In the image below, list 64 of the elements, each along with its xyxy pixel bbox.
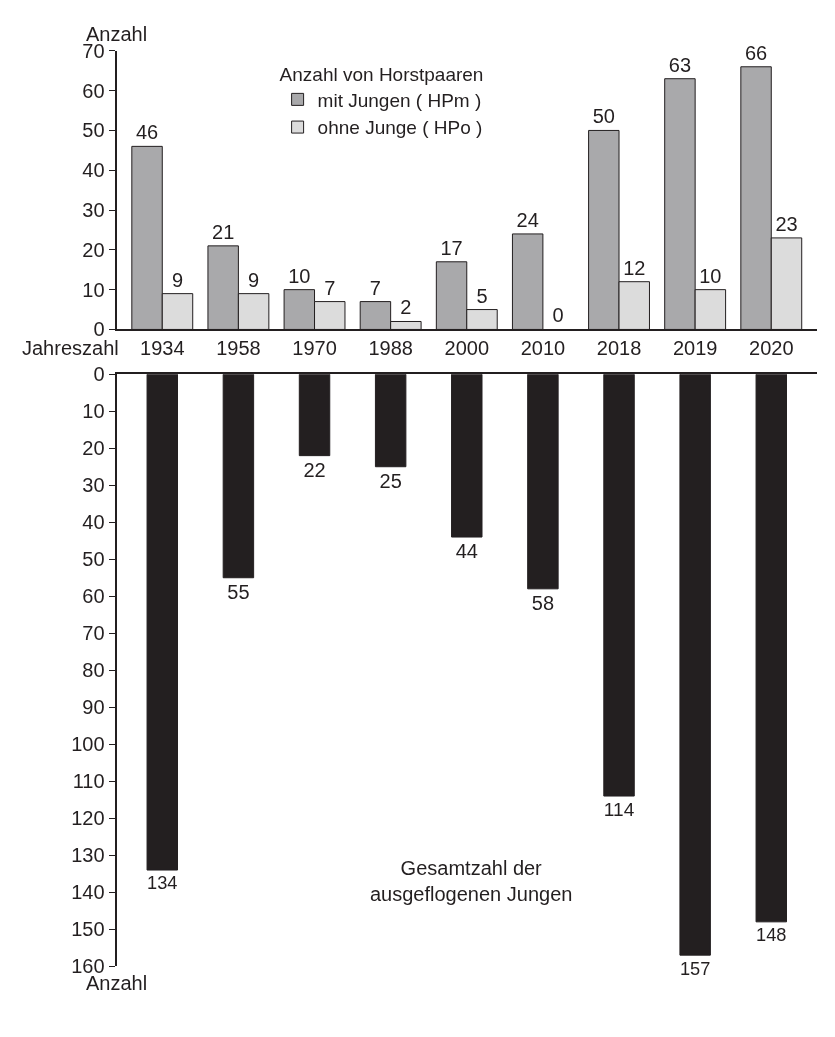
data-label: 0 xyxy=(552,304,564,327)
y-tick-label: 20 xyxy=(82,437,105,460)
legend-title: Anzahl von Horstpaaren xyxy=(279,63,484,85)
data-label: 55 xyxy=(227,580,250,603)
data-label: 24 xyxy=(516,208,539,231)
x-tick-label: 2018 xyxy=(596,337,642,360)
y-tick-label: 30 xyxy=(82,199,105,222)
y-tick-label: 40 xyxy=(82,511,105,534)
data-label: 22 xyxy=(303,458,326,481)
legend-label: mit Jungen ( HPm ) xyxy=(317,89,482,111)
y-tick-label: 60 xyxy=(82,79,105,102)
y-tick-label: 130 xyxy=(71,844,105,867)
data-label: 7 xyxy=(369,276,381,299)
y-tick-label: 150 xyxy=(71,918,105,941)
data-label: 2 xyxy=(400,296,412,319)
y-tick-label: 110 xyxy=(72,770,105,793)
data-label: 5 xyxy=(476,284,488,307)
y-tick-label: 50 xyxy=(82,548,105,571)
data-label: 10 xyxy=(288,264,311,287)
y-tick-label: 100 xyxy=(71,733,105,756)
x-tick-label: 1970 xyxy=(292,337,337,360)
data-label: 66 xyxy=(744,41,768,64)
data-label: 25 xyxy=(379,469,402,492)
y-tick-label: 10 xyxy=(82,400,105,423)
data-label: 148 xyxy=(756,924,787,946)
data-label: 10 xyxy=(699,264,722,287)
y-tick-label: 80 xyxy=(82,659,105,682)
data-label: 21 xyxy=(212,220,235,243)
data-label: 157 xyxy=(679,957,711,979)
data-label: 9 xyxy=(171,268,184,291)
data-label: 58 xyxy=(531,591,555,614)
data-label: 7 xyxy=(324,276,336,299)
data-label: 9 xyxy=(248,268,260,291)
y-tick-label: 30 xyxy=(82,474,105,497)
data-label: 114 xyxy=(603,799,635,821)
y-tick-label: 90 xyxy=(82,696,105,719)
data-label: 17 xyxy=(440,236,463,259)
data-label: 44 xyxy=(455,540,478,563)
y-tick-label: 120 xyxy=(71,807,105,830)
x-tick-label: 2019 xyxy=(672,337,718,360)
data-label: 134 xyxy=(147,872,178,894)
annotation: Gesamtzahl der ausgeflogenen Jungen xyxy=(370,857,573,905)
x-tick-label: 1988 xyxy=(368,337,413,360)
x-tick-label: 2010 xyxy=(520,337,566,360)
y-tick-label: 50 xyxy=(82,119,105,142)
y-tick-label: 20 xyxy=(82,238,105,261)
y-tick-label: 10 xyxy=(82,278,105,301)
data-label: 46 xyxy=(135,121,159,144)
data-label: 12 xyxy=(623,256,646,279)
y-tick-label: 70 xyxy=(82,622,105,645)
x-tick-label: 2000 xyxy=(444,337,490,360)
x-tick-label: 1958 xyxy=(216,337,261,360)
y-tick-label: 0 xyxy=(93,363,105,386)
y-axis-title: Anzahl xyxy=(86,23,148,45)
data-label: 63 xyxy=(668,53,692,76)
data-label: 23 xyxy=(775,212,798,235)
legend-label: ohne Junge ( HPo ) xyxy=(317,117,483,139)
data-label: 50 xyxy=(592,105,615,128)
x-tick-label: 2020 xyxy=(749,337,794,360)
x-tick-label: 1934 xyxy=(140,337,185,360)
y-tick-label: 40 xyxy=(82,159,105,182)
y-tick-label: 140 xyxy=(71,881,105,904)
y-tick-label: 60 xyxy=(82,585,105,608)
y-axis-title: Anzahl xyxy=(86,972,148,994)
